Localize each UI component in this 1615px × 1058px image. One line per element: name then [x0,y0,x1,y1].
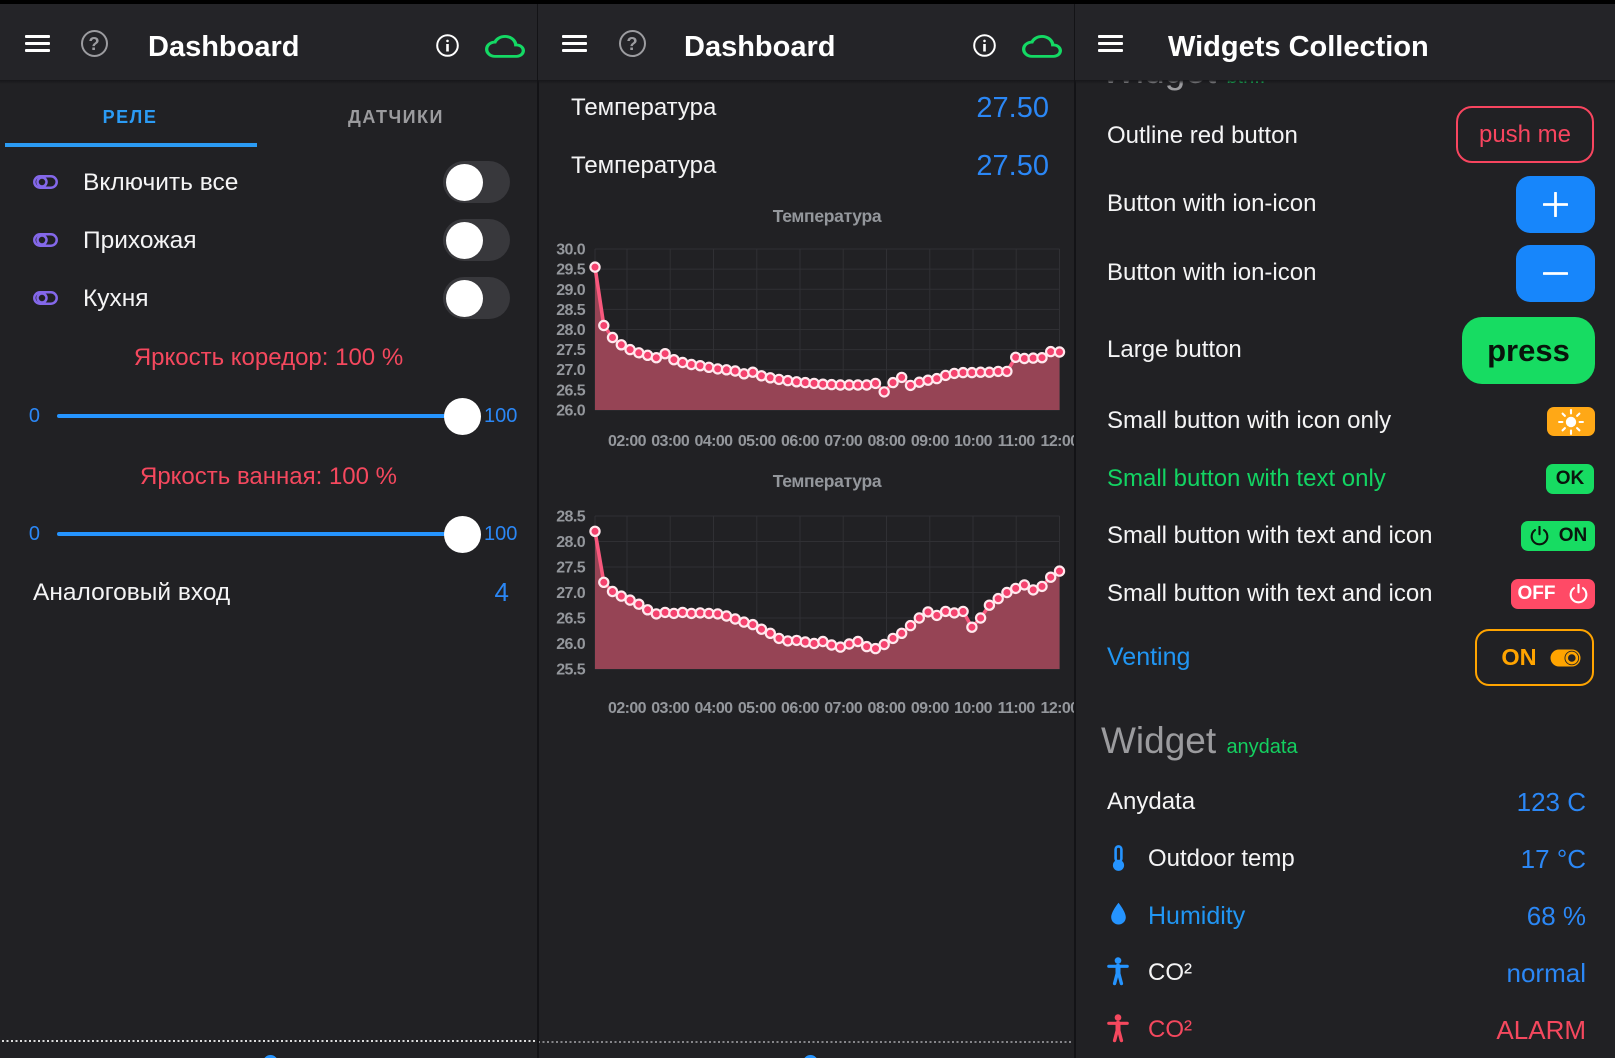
svg-text:29.5: 29.5 [556,262,585,279]
svg-text:05:00: 05:00 [738,433,777,450]
svg-text:27.5: 27.5 [556,560,585,577]
svg-text:26.0: 26.0 [556,403,585,420]
svg-text:Температура: Температура [773,471,882,491]
svg-text:08:00: 08:00 [868,700,907,717]
svg-text:10:00: 10:00 [954,433,993,450]
svg-text:04:00: 04:00 [695,433,734,450]
svg-text:02:00: 02:00 [608,433,647,450]
svg-text:02:00: 02:00 [608,700,647,717]
svg-text:12:00: 12:00 [1041,700,1074,717]
svg-text:28.0: 28.0 [556,322,585,339]
svg-text:12:00: 12:00 [1041,433,1074,450]
svg-text:09:00: 09:00 [911,433,950,450]
svg-text:11:00: 11:00 [998,700,1036,717]
svg-text:07:00: 07:00 [824,700,863,717]
svg-text:28.5: 28.5 [556,509,585,526]
svg-text:05:00: 05:00 [738,700,777,717]
svg-text:25.5: 25.5 [556,662,585,679]
svg-text:03:00: 03:00 [651,700,690,717]
svg-text:06:00: 06:00 [781,433,820,450]
svg-text:03:00: 03:00 [651,433,690,450]
svg-text:11:00: 11:00 [998,433,1036,450]
svg-text:29.0: 29.0 [556,282,585,299]
svg-text:07:00: 07:00 [824,433,863,450]
svg-text:09:00: 09:00 [911,700,950,717]
svg-text:28.0: 28.0 [556,534,585,551]
svg-text:10:00: 10:00 [954,700,993,717]
svg-text:08:00: 08:00 [868,433,907,450]
svg-text:26.5: 26.5 [556,382,585,399]
svg-text:Температура: Температура [773,206,882,226]
svg-text:28.5: 28.5 [556,302,585,319]
svg-text:27.0: 27.0 [556,362,585,379]
svg-text:26.5: 26.5 [556,611,585,628]
svg-text:26.0: 26.0 [556,636,585,653]
svg-text:04:00: 04:00 [695,700,734,717]
svg-text:27.0: 27.0 [556,585,585,602]
svg-text:27.5: 27.5 [556,342,585,359]
svg-text:06:00: 06:00 [781,700,820,717]
svg-text:30.0: 30.0 [556,242,585,259]
